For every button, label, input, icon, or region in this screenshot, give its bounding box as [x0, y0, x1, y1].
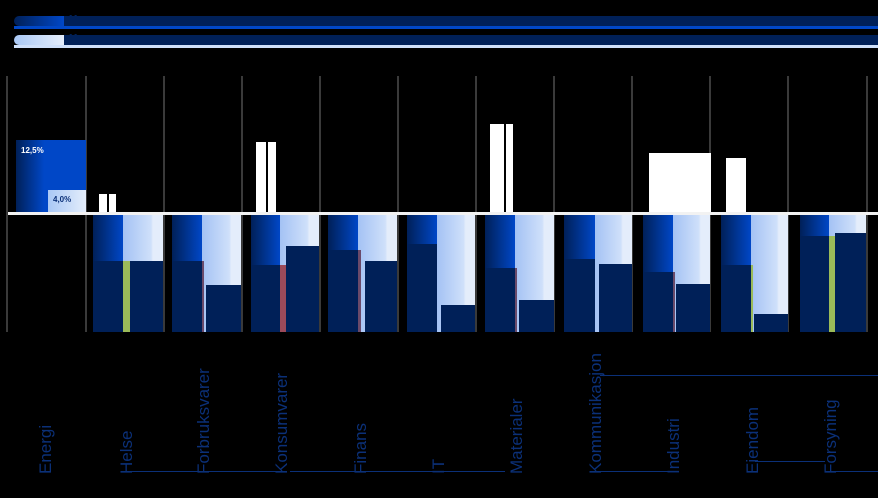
bar-konsumvarer-marker: [280, 265, 286, 332]
bar-eiendom-marker: [751, 265, 753, 332]
gridline: [6, 76, 8, 332]
bar-energi-series-2[interactable]: [48, 190, 86, 214]
category-label-helse: Helse: [117, 430, 136, 474]
axis-segment: [590, 471, 675, 472]
gridline: [787, 76, 789, 332]
legend-swatch-series-1: [14, 16, 64, 26]
bar-finans-value-overlay: [365, 261, 397, 332]
bar-forsyning-value-overlay: [800, 236, 829, 332]
plot-area: 12,5% 4,0%: [0, 76, 878, 334]
data-label-artifact: [99, 194, 107, 214]
bar-helse-marker: [123, 261, 130, 332]
gridline: [397, 76, 399, 332]
bar-it-value-overlay: [441, 305, 475, 332]
gridline: [163, 76, 165, 332]
category-label-industri: Industri: [664, 418, 683, 474]
bar-konsumvarer-value-overlay: [286, 246, 319, 332]
axis-segment: [290, 471, 505, 472]
gridline: [631, 76, 633, 332]
data-label-artifact: [490, 124, 504, 214]
gridline: [319, 76, 321, 332]
category-label-materialer: Materialer: [507, 398, 526, 474]
category-label-it: IT: [429, 458, 448, 474]
zero-line: [8, 212, 878, 215]
data-label-artifact: [268, 142, 276, 214]
axis-segment: [600, 375, 878, 376]
gridline: [553, 76, 555, 332]
bar-helse-value-overlay: [130, 261, 163, 332]
bar-materialer-value-overlay: [519, 300, 554, 332]
bar-materialer-value-overlay: [485, 268, 515, 332]
data-label-artifact: [506, 124, 513, 214]
gridline: [866, 76, 868, 332]
bar-forsyning-marker: [829, 236, 835, 332]
bar-finans-value-overlay: [328, 250, 358, 332]
bar-forbruksvarer-value-overlay: [206, 285, 241, 332]
category-label-eiendom: Eiendom: [743, 406, 762, 474]
axis-segment: [835, 471, 878, 472]
bar-eiendom-value-overlay: [754, 314, 788, 332]
axis-segment: [130, 471, 280, 472]
bar-forbruksvarer-value-overlay: [172, 261, 202, 332]
bar-industri-marker: [673, 272, 675, 332]
legend-bar-series-2: [64, 35, 878, 45]
category-label-forsyning: Forsyning: [821, 399, 840, 474]
bar-forsyning-value-overlay: [835, 233, 866, 332]
category-label-finans: Finans: [351, 422, 370, 474]
legend-label-series-2: M: [69, 33, 78, 44]
bar-industri-value-overlay: [643, 272, 673, 332]
category-label-energi: Energi: [36, 424, 55, 474]
bar-label-energi-series-1: 12,5%: [21, 146, 44, 155]
legend-underline-series-2: [14, 45, 878, 48]
bar-konsumvarer-value-overlay: [251, 265, 280, 332]
category-label-konsumvarer: Konsumvarer: [272, 372, 291, 474]
gridline: [85, 76, 87, 332]
gridline: [475, 76, 477, 332]
bar-helse-value-overlay: [93, 261, 123, 332]
bar-kommunikasjon-value-overlay: [564, 259, 595, 332]
bar-finans-marker: [358, 250, 361, 332]
data-label-artifact: [256, 142, 266, 214]
bar-it-value-overlay: [407, 244, 437, 332]
bar-materialer-marker: [515, 268, 517, 332]
category-label-forbruksvarer: Forbruksvarer: [194, 368, 213, 474]
legend-underline-series-1: [14, 26, 878, 29]
bar-eiendom-series-2[interactable]: [751, 215, 788, 332]
legend-label-series-1: M: [69, 14, 78, 25]
bar-label-energi-series-2: 4,0%: [53, 195, 72, 204]
category-label-kommunikasjon: Kommunikasjon: [586, 353, 605, 474]
axis-segment: [755, 461, 825, 462]
gridline: [241, 76, 243, 332]
data-label-artifact: [649, 153, 711, 214]
bar-eiendom-value-overlay: [721, 265, 751, 332]
bar-forbruksvarer-marker: [202, 261, 204, 332]
bar-industri-value-overlay: [676, 284, 710, 332]
legend-bar-series-1: [64, 16, 878, 26]
data-label-artifact: [109, 194, 116, 214]
data-label-artifact: [726, 158, 746, 214]
bar-kommunikasjon-value-overlay: [599, 264, 632, 332]
legend-swatch-series-2: [14, 35, 64, 45]
